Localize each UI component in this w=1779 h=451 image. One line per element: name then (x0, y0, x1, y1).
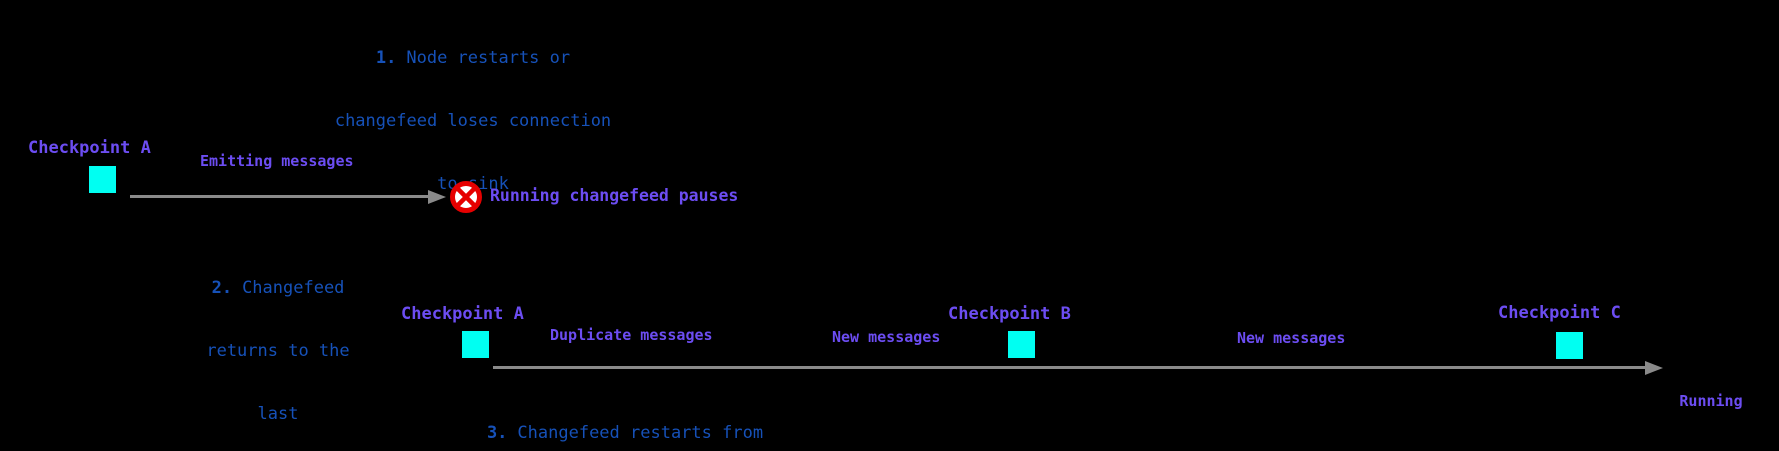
timeline1-checkpoint-a-label: Checkpoint A (28, 138, 151, 158)
step-1-line-1: 1. Node restarts or (375, 48, 571, 68)
timeline2-arrow-line (493, 366, 1645, 369)
step-2-number: 2. (211, 278, 233, 298)
resume-line-1: Running (1679, 392, 1743, 410)
step-1-number: 1. (375, 48, 397, 68)
timeline2-checkpoint-a-marker (462, 331, 489, 358)
timeline1-checkpoint-a-marker (89, 166, 116, 193)
step-2-line-2: returns to the (206, 341, 350, 361)
timeline2-checkpoint-a-label: Checkpoint A (401, 304, 524, 324)
new-messages-2-label: New messages (1237, 329, 1346, 347)
step-3-note: 3.Changefeed restarts from last checkpoi… (465, 381, 785, 451)
timeline2-checkpoint-c-marker (1556, 332, 1583, 359)
timeline1-arrow-line (130, 195, 428, 198)
step-2-line-1: 2. Changefeed (211, 278, 345, 298)
step-1-note: 1. Node restarts or changefeed loses conn… (313, 6, 633, 237)
step-3-number: 3. (486, 423, 508, 443)
step-2-line-3: last (257, 404, 299, 424)
timeline2-checkpoint-b-label: Checkpoint B (948, 304, 1071, 324)
running-changefeed-pauses-label: Running changefeed pauses (490, 186, 739, 205)
step-1-line-2: changefeed loses connection (334, 111, 612, 131)
duplicate-messages-label: Duplicate messages (550, 326, 713, 344)
timeline2-checkpoint-b-marker (1008, 331, 1035, 358)
emitting-messages-label: Emitting messages (200, 152, 354, 170)
timeline2-checkpoint-c-label: Checkpoint C (1498, 303, 1621, 323)
circled-x-error-icon (449, 180, 483, 214)
timeline1-arrowhead-icon (428, 190, 446, 204)
running-changefeed-resumes-label: Running changefeed resumes (1621, 349, 1779, 451)
timeline2-arrowhead-icon (1645, 361, 1663, 375)
new-messages-1-label: New messages (832, 328, 941, 346)
step-2-note: 2.Changefeed returns to the last checkpo… (178, 236, 378, 451)
step-3-line-1: 3. Changefeed restarts from (486, 423, 764, 443)
